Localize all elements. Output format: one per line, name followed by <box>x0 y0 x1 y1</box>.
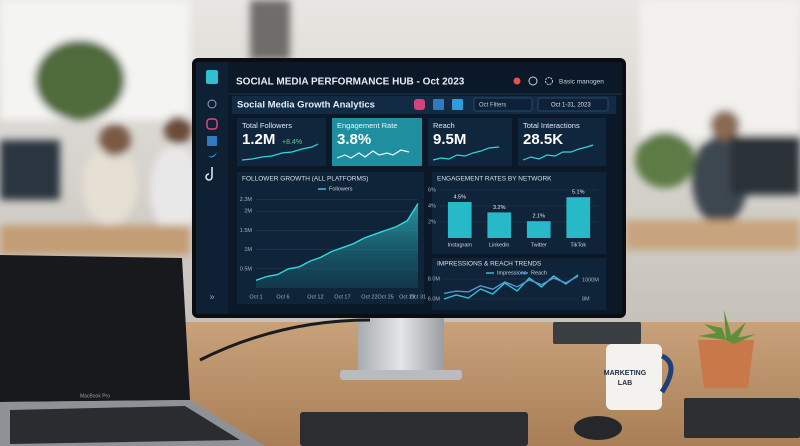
x-tick-label: Oct 22 <box>361 294 377 300</box>
header-title: SOCIAL MEDIA PERFORMANCE HUB - Oct 2023 <box>236 77 465 88</box>
y-tick-label: 0.5M <box>240 266 253 272</box>
kpi-value: 3.8% <box>337 131 371 148</box>
y-tick-label: 2% <box>428 219 436 225</box>
twitter-nav[interactable] <box>207 152 217 158</box>
value-label: 2.1% <box>532 214 545 220</box>
user-name[interactable]: Basic manogen <box>559 79 604 86</box>
kpi-value: 1.2M <box>242 131 275 148</box>
mouse <box>574 416 622 440</box>
kpi-value: 9.5M <box>433 131 466 148</box>
chart-title: ENGAGEMENT RATES BY NETWORK <box>437 176 552 183</box>
kpi-value: 28.5K <box>523 131 563 148</box>
mug <box>606 344 662 410</box>
kpi-label: Total Interactions <box>523 121 580 130</box>
kpi-label: Engagement Rate <box>337 121 397 130</box>
filter-button[interactable] <box>473 97 533 112</box>
y2-tick-label: 1000M <box>582 277 599 283</box>
instagram-filter[interactable] <box>414 99 425 110</box>
bar <box>487 212 512 238</box>
kpi-label: Total Followers <box>242 121 292 130</box>
notebook <box>684 398 800 438</box>
toolbar-title: Social Media Growth Analytics <box>237 100 375 111</box>
chart-title: FOLLOWER GROWTH (ALL PLATFORMS) <box>242 176 368 183</box>
monitor-base <box>340 370 462 380</box>
x-tick-label: Instagram <box>448 242 473 248</box>
y-tick-label: 2.3M <box>240 197 253 203</box>
x-tick-label: Oct 6 <box>276 294 289 300</box>
mug-text: MARKETING <box>604 370 647 377</box>
value-label: 3.2% <box>493 205 506 211</box>
sparklines <box>241 143 594 161</box>
office-blur <box>0 0 800 255</box>
notification-icon[interactable] <box>513 77 521 85</box>
expand-icon[interactable]: » <box>209 291 214 301</box>
kpi-card <box>332 118 422 166</box>
line <box>255 203 419 281</box>
charts: FOLLOWER GROWTH (ALL PLATFORMS) 0.5M 1M 1.5… <box>240 176 599 303</box>
value-label: 4.5% <box>453 194 466 200</box>
y-tick-label: 1M <box>244 247 252 253</box>
mug-handle <box>659 353 674 394</box>
legend-label: Followers <box>329 186 353 192</box>
x-tick-label: Oct 25 <box>377 294 393 300</box>
tiktok-nav[interactable] <box>205 167 213 181</box>
x-tick-label: Oct 12 <box>307 294 323 300</box>
date-picker[interactable] <box>537 97 609 112</box>
kpi-change: +8.4% <box>282 139 302 146</box>
chart-title: IMPRESSIONS & REACH TRENDS <box>437 261 542 268</box>
line <box>443 275 579 295</box>
monitor-stand <box>358 316 444 374</box>
kpi-label: Reach <box>433 121 455 130</box>
x-tick-label: Oct 1 <box>249 294 262 300</box>
search-icon[interactable] <box>207 99 217 109</box>
legend-label: Impressions <box>497 270 527 276</box>
y-tick-label: 8.0M <box>428 276 441 282</box>
date-range[interactable]: Oct 1-31, 2023 <box>551 103 591 109</box>
chart-panel <box>432 258 606 310</box>
x-tick-label: Oct 31 <box>410 294 426 300</box>
filter-label[interactable]: Oct Filters <box>479 103 506 109</box>
x-tick-label: Linkedin <box>489 242 510 248</box>
x-tick-label: Twitter <box>531 242 547 248</box>
keyboard <box>300 412 528 446</box>
y-tick-label: 6.0M <box>428 296 441 302</box>
y2-tick-label: 8M <box>582 296 590 302</box>
laptop-screen <box>0 255 190 402</box>
x-tick-label: TikTok <box>570 242 586 248</box>
y-tick-label: 4% <box>428 203 436 209</box>
y-tick-label: 1.5M <box>240 228 253 234</box>
line <box>443 274 579 300</box>
mug-text: LAB <box>618 380 632 387</box>
cable <box>199 318 371 362</box>
value-label: 5.1% <box>572 190 585 196</box>
plant-pot <box>698 340 754 388</box>
legend-label: Reach <box>531 270 547 276</box>
bar <box>566 197 591 238</box>
kpi-card <box>237 118 326 166</box>
sidebar <box>196 62 228 314</box>
logo <box>206 70 218 84</box>
linkedin-filter[interactable] <box>433 99 444 110</box>
y-tick-label: 2M <box>244 209 252 215</box>
linkedin-nav[interactable] <box>207 136 217 146</box>
twitter-filter[interactable] <box>452 99 463 110</box>
bar <box>526 221 551 238</box>
help-icon[interactable] <box>528 76 538 86</box>
laptop-brand: MacBook Pro <box>80 393 110 399</box>
plant <box>698 310 756 344</box>
settings-icon[interactable] <box>545 77 553 85</box>
notebook <box>553 322 641 344</box>
y-tick-label: 6% <box>428 187 436 193</box>
laptop-keyboard <box>10 406 240 444</box>
bar <box>447 202 472 238</box>
instagram-nav[interactable] <box>206 118 218 130</box>
x-tick-label: Oct 29 <box>399 294 415 300</box>
area <box>256 203 418 288</box>
x-tick-label: Oct 17 <box>334 294 350 300</box>
